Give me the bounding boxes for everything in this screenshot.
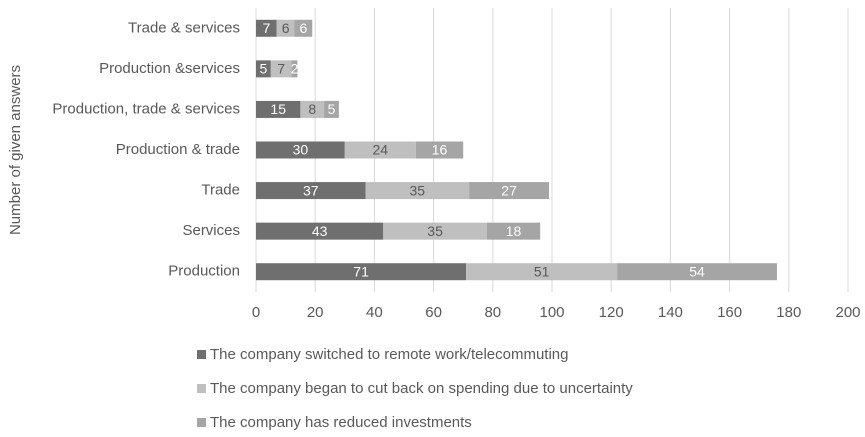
- y-tick-label: Production &services: [99, 60, 240, 77]
- y-tick-label: Production, trade & services: [52, 100, 240, 117]
- bar-segment: [256, 222, 384, 240]
- data-label: 54: [689, 263, 705, 279]
- x-tick-label: 40: [366, 304, 383, 321]
- data-label: 18: [506, 223, 522, 239]
- bar-segment: [415, 141, 464, 159]
- data-label: 16: [432, 142, 448, 158]
- x-tick-label: 80: [484, 304, 501, 321]
- bar-segment: [256, 100, 301, 118]
- bar-segment: [276, 19, 295, 37]
- data-label: 35: [410, 182, 426, 198]
- x-tick-label: 0: [252, 304, 260, 321]
- bar-segment: [469, 182, 550, 200]
- x-tick-label: 160: [717, 304, 742, 321]
- data-label: 37: [303, 182, 319, 198]
- bar-segment: [256, 60, 271, 78]
- data-label: 7: [277, 61, 285, 77]
- bar-segment: [324, 100, 339, 118]
- legend-label: The company began to cut back on spendin…: [210, 380, 633, 397]
- data-label: 5: [260, 61, 268, 77]
- y-tick-label: Trade & services: [128, 19, 240, 36]
- data-label: 5: [328, 101, 336, 117]
- y-tick-label: Production: [168, 263, 240, 280]
- data-label: 43: [312, 223, 328, 239]
- data-label: 35: [427, 223, 443, 239]
- data-label: 2: [291, 61, 299, 77]
- x-tick-label: 20: [307, 304, 324, 321]
- bar-segment: [344, 141, 416, 159]
- data-label: 24: [373, 142, 389, 158]
- data-label: 30: [293, 142, 309, 158]
- legend-swatch: [197, 418, 206, 427]
- y-tick-label: Production & trade: [116, 141, 240, 158]
- x-tick-label: 180: [776, 304, 801, 321]
- data-label: 6: [299, 20, 307, 36]
- bar-segment: [365, 182, 470, 200]
- y-axis-label: Number of given answers: [7, 65, 24, 235]
- bar-segment: [466, 263, 618, 281]
- bar-segment: [291, 60, 298, 78]
- x-tick-label: 140: [658, 304, 683, 321]
- x-tick-label: 100: [539, 304, 564, 321]
- x-tick-label: 120: [599, 304, 624, 321]
- bar-segment: [256, 182, 366, 200]
- y-tick-label: Services: [182, 222, 240, 239]
- data-label: 27: [501, 182, 517, 198]
- x-tick-label: 60: [425, 304, 442, 321]
- legend-label: The company switched to remote work/tele…: [210, 346, 568, 363]
- bar-segment: [617, 263, 777, 281]
- data-label: 6: [282, 20, 290, 36]
- data-label: 15: [270, 101, 286, 117]
- data-label: 51: [534, 263, 550, 279]
- bar-segment: [256, 263, 467, 281]
- legend-label: The company has reduced investments: [210, 414, 472, 431]
- bar-segment: [486, 222, 541, 240]
- data-label: 7: [262, 20, 270, 36]
- y-tick-label: Trade: [201, 182, 240, 199]
- bar-segment: [270, 60, 292, 78]
- legend-swatch: [197, 384, 206, 393]
- data-label: 8: [308, 101, 316, 117]
- bar-segment: [256, 141, 345, 159]
- bar-segment: [300, 100, 325, 118]
- bar-segment: [294, 19, 313, 37]
- x-tick-label: 200: [835, 304, 860, 321]
- data-label: 71: [353, 263, 369, 279]
- bar-segment: [383, 222, 487, 240]
- legend-swatch: [197, 350, 206, 359]
- bar-segment: [256, 19, 277, 37]
